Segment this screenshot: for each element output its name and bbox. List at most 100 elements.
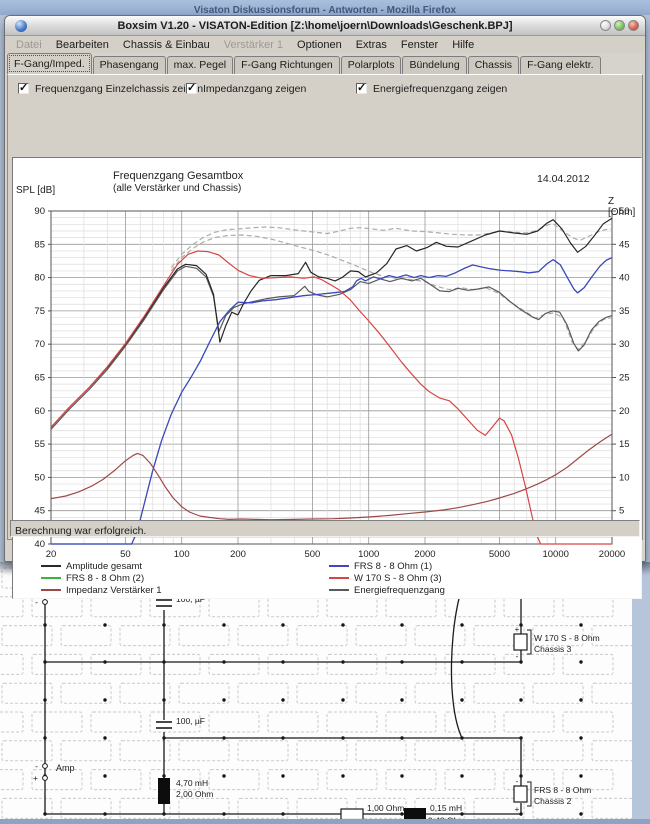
menu-item-hilfe[interactable]: Hilfe: [452, 38, 475, 51]
tab-chassis[interactable]: Chassis: [467, 56, 520, 74]
tab-bar: F-Gang/Imped. Phasengang max. Pegel F-Gang …: [7, 53, 643, 74]
menu-item-extras[interactable]: Extras: [355, 38, 387, 51]
speaker2-chassis: Chassis 2: [534, 796, 572, 806]
checkbox-box[interactable]: ✓: [186, 82, 197, 94]
svg-text:5000: 5000: [489, 549, 510, 560]
inductor-1[interactable]: [158, 778, 170, 804]
menu-item-bearbeiten[interactable]: Bearbeiten: [55, 38, 109, 51]
svg-text:50: 50: [120, 549, 131, 560]
speaker1-chassis: Chassis 3: [534, 644, 572, 654]
svg-text:25: 25: [619, 373, 630, 384]
tab-phasengang[interactable]: Phasengang: [92, 56, 166, 74]
menubar: Datei Bearbeiten Chassis & Einbau Verstärke…: [5, 36, 645, 53]
capacitor-1[interactable]: [156, 599, 172, 607]
check-icon: ✓: [187, 82, 197, 94]
speaker-chassis-3[interactable]: [513, 629, 532, 655]
menu-item-datei[interactable]: Datei: [16, 38, 42, 51]
window-titlebar[interactable]: Boxsim V1.20 - VISATON-Edition [Z:\home\…: [5, 16, 645, 36]
legend-item-frs8_1: FRS 8 - 8 Ohm (1): [329, 560, 445, 572]
legend-label: Energiefrequenzgang: [354, 584, 445, 596]
capacitor-2[interactable]: [156, 721, 172, 729]
amp2-label: Amp: [56, 763, 75, 773]
svg-text:40: 40: [34, 539, 45, 550]
svg-text:10000: 10000: [542, 549, 568, 560]
page-right-strip: [632, 562, 650, 824]
curve-frs8_2: [51, 257, 613, 545]
checkbox-energiefrequenzgang-zeigen[interactable]: ✓ Energiefrequenzgang zeigen: [356, 82, 507, 95]
checkbox-label: Energiefrequenzgang zeigen: [373, 82, 508, 95]
menu-item-chassis-einbau[interactable]: Chassis & Einbau: [122, 38, 210, 51]
menu-item-verst-rker-1[interactable]: Verstärker 1: [223, 38, 284, 51]
close-button[interactable]: [628, 20, 639, 31]
y-axis-left-label: SPL [dB]: [16, 185, 56, 196]
tab-max-pegel[interactable]: max. Pegel: [166, 56, 234, 74]
chart-tick-labels: 40 45 50 55 60 65 70 75 80 85 90 5 10 15 20 25 30 35 40 45 5…: [34, 206, 629, 560]
speaker2-name: FRS 8 - 8 Ohm: [534, 785, 591, 795]
chart-subtitle: (alle Verstärker und Chassis): [113, 183, 242, 194]
app-icon: [15, 20, 27, 32]
checkbox-box[interactable]: ✓: [356, 82, 367, 94]
checkbox-box[interactable]: ✓: [18, 82, 29, 94]
svg-text:500: 500: [304, 549, 320, 560]
speaker2-minus: -: [516, 777, 519, 786]
inductor-2[interactable]: [404, 808, 426, 821]
menu-item-fenster[interactable]: Fenster: [400, 38, 439, 51]
chart-title: Frequenzgang Gesamtbox: [113, 170, 244, 182]
speaker-chassis-2[interactable]: [513, 781, 532, 807]
status-text: Berechnung war erfolgreich.: [15, 525, 147, 537]
chart-canvas: 40 45 50 55 60 65 70 75 80 85 90 5 10 15 20 25 30 35 40 45 5…: [34, 206, 629, 560]
svg-text:75: 75: [34, 306, 45, 317]
curve-amplitude_gesamt: [50, 217, 613, 428]
curve-frs8_1: [51, 257, 613, 545]
maximize-button[interactable]: [614, 20, 625, 31]
resistor-1-value: 1,00 Ohm: [367, 803, 404, 813]
check-icon: ✓: [19, 82, 29, 94]
browser-title: Visaton Diskussionsforum - Antworten - M…: [193, 5, 457, 16]
tab-f-gang-richtungen[interactable]: F-Gang Richtungen: [234, 56, 340, 74]
checkbox-impedanzgang-zeigen[interactable]: ✓ Impedanzgang zeigen: [186, 82, 306, 95]
y-axis-right-label: Z [Ohm]: [608, 196, 636, 218]
speaker1-plus: +: [515, 625, 520, 634]
svg-text:80: 80: [34, 273, 45, 284]
svg-text:2000: 2000: [414, 549, 435, 560]
speaker1-name: W 170 S - 8 Ohm: [534, 633, 600, 643]
tab-f-gang-imped-[interactable]: F-Gang/Imped.: [7, 53, 92, 74]
legend-label: Impedanz Verstärker 1: [66, 584, 162, 596]
legend-label: Amplitude gesamt: [66, 560, 143, 572]
legend-right-column: FRS 8 - 8 Ohm (1) W 170 S - 8 Ohm (3) Ener…: [329, 560, 445, 596]
minimize-button[interactable]: [600, 20, 611, 31]
curve-w170s_3: [50, 250, 612, 545]
page-bottom-strip: [0, 819, 650, 824]
menu-item-optionen[interactable]: Optionen: [297, 38, 342, 51]
svg-text:60: 60: [34, 406, 45, 417]
svg-text:5: 5: [619, 506, 624, 517]
speaker2-plus: +: [515, 805, 520, 814]
legend-swatch: [41, 565, 61, 567]
resistor-1[interactable]: [340, 808, 364, 821]
svg-text:50: 50: [619, 206, 630, 217]
amp-2[interactable]: [42, 763, 48, 781]
boxsim-window: Boxsim V1.20 - VISATON-Edition [Z:\home\…: [4, 15, 646, 599]
legend-swatch: [329, 577, 349, 579]
amp2-plus: +: [33, 773, 38, 783]
legend-left-column: Amplitude gesamt FRS 8 - 8 Ohm (2) Impedan…: [41, 560, 162, 596]
chart-grid: [50, 210, 613, 545]
tab-f-gang-elektr-[interactable]: F-Gang elektr.: [520, 56, 601, 74]
chart-date: 14.04.2012: [537, 173, 590, 185]
svg-text:65: 65: [34, 373, 45, 384]
svg-text:85: 85: [34, 239, 45, 250]
curve-energiefrequenzgang: [50, 265, 613, 430]
svg-text:20: 20: [619, 406, 630, 417]
legend-label: W 170 S - 8 Ohm (3): [354, 572, 442, 584]
svg-text:30: 30: [619, 339, 630, 350]
amp2-minus: -: [35, 761, 38, 771]
tab-b-ndelung[interactable]: Bündelung: [402, 56, 467, 74]
check-icon: ✓: [357, 82, 367, 94]
legend-item-impedanz_verstaerker: Impedanz Verstärker 1: [41, 584, 162, 596]
tab-polarplots[interactable]: Polarplots: [340, 56, 402, 74]
checkbox-label: Impedanzgang zeigen: [203, 82, 307, 95]
checkbox-frequenzgang-einzelchassis-zeigen[interactable]: ✓ Frequenzgang Einzelchassis zeigen: [18, 82, 203, 95]
